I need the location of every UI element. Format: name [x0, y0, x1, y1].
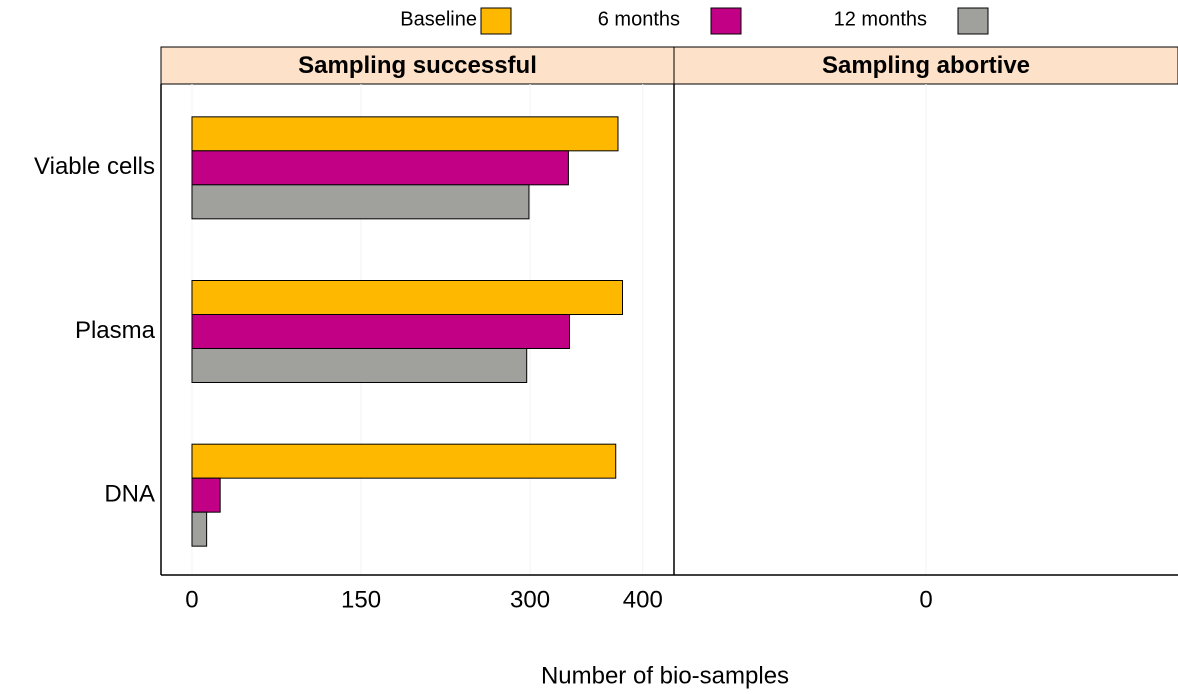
- legend-swatch: [957, 7, 989, 35]
- bar: [191, 314, 571, 349]
- panel-title: Sampling successful: [298, 52, 537, 79]
- bar: [191, 511, 208, 547]
- legend-label: 12 months: [834, 8, 927, 30]
- bar: [191, 184, 530, 220]
- x-axis-label: Number of bio-samples: [541, 662, 789, 689]
- x-tick-label: 400: [623, 586, 663, 613]
- legend-swatch: [710, 7, 742, 35]
- strip: [160, 46, 675, 85]
- x-tick-label: 0: [919, 586, 932, 613]
- y-tick-label: Plasma: [75, 317, 156, 344]
- legend-swatch: [480, 7, 512, 35]
- strip: [673, 46, 1178, 85]
- x-tick-label: 0: [185, 586, 198, 613]
- bar: [191, 116, 619, 152]
- x-tick-label: 300: [510, 586, 550, 613]
- bar: [191, 443, 617, 479]
- bar: [191, 280, 623, 315]
- y-tick-label: DNA: [104, 481, 155, 508]
- bar: [191, 348, 528, 383]
- y-tick-label: Viable cells: [34, 153, 155, 180]
- bar: [191, 477, 221, 513]
- legend-label: Baseline: [400, 8, 477, 30]
- legend-label: 6 months: [598, 8, 680, 30]
- x-tick-label: 150: [341, 586, 381, 613]
- bar: [191, 150, 569, 186]
- panel-title: Sampling abortive: [822, 52, 1030, 79]
